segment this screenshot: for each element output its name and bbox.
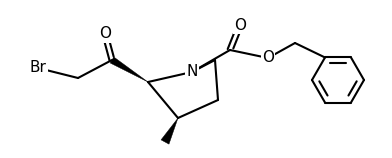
Text: O: O [262,51,274,66]
Text: Br: Br [29,61,46,76]
Text: O: O [234,18,246,33]
Text: O: O [99,27,111,42]
Text: N: N [186,64,198,79]
Polygon shape [110,57,148,82]
Polygon shape [161,118,178,144]
